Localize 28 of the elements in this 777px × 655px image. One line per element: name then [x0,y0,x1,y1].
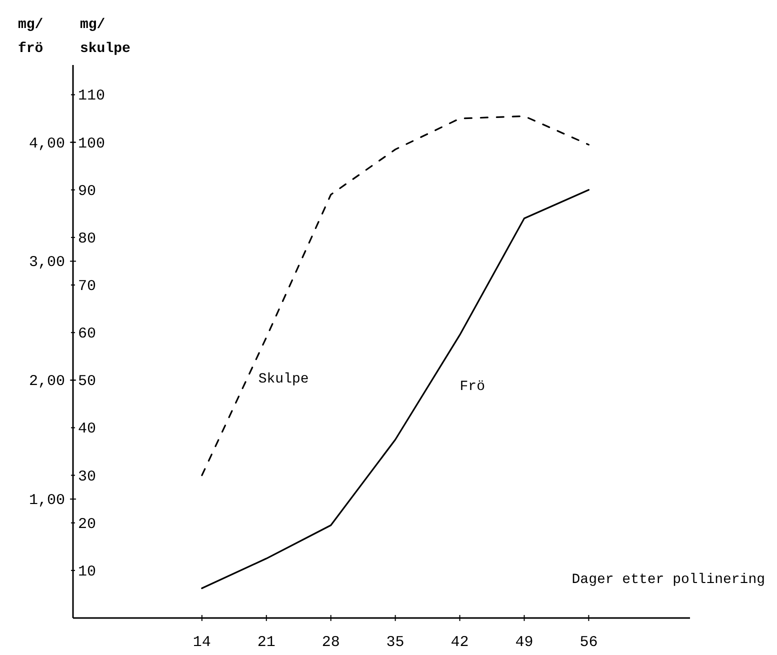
x-tick-label: 49 [515,634,534,651]
y2-tick-label: 40 [78,420,96,438]
y-tick-label: 3,00 [28,254,65,272]
y2-tick-label: 110 [78,88,106,105]
y2-tick-label: 100 [78,135,106,152]
y2-tick-label: 20 [78,516,96,533]
y2-axis-title: mg/ skulpe [80,17,130,57]
y2-tick-label: 10 [78,563,96,580]
x-tick-label: 21 [257,634,276,651]
x-tick-label: 56 [580,634,598,651]
y-axis-title: mg/ frö [18,17,44,57]
y2-tick-label: 90 [78,182,96,200]
x-tick-label: 35 [386,634,404,651]
x-axis-title: Dager etter pollinering [572,572,765,588]
y2-tick-label: 60 [78,326,96,343]
line-series [201,115,590,476]
y2-tick-label: 30 [78,468,96,486]
y-tick-label: 1,00 [28,492,65,510]
x-tick-label: 42 [450,634,469,651]
series-label: Frö [460,378,485,395]
x-tick-label: 14 [192,634,211,651]
y-tick-label: 2,00 [28,373,65,390]
y2-tick-label: 80 [78,230,96,248]
series-label: Skulpe [258,371,309,388]
y-tick-label: 4,00 [28,135,65,152]
y2-tick-label: 50 [78,373,96,390]
x-tick-label: 28 [322,634,340,651]
y2-tick-label: 70 [78,278,96,296]
